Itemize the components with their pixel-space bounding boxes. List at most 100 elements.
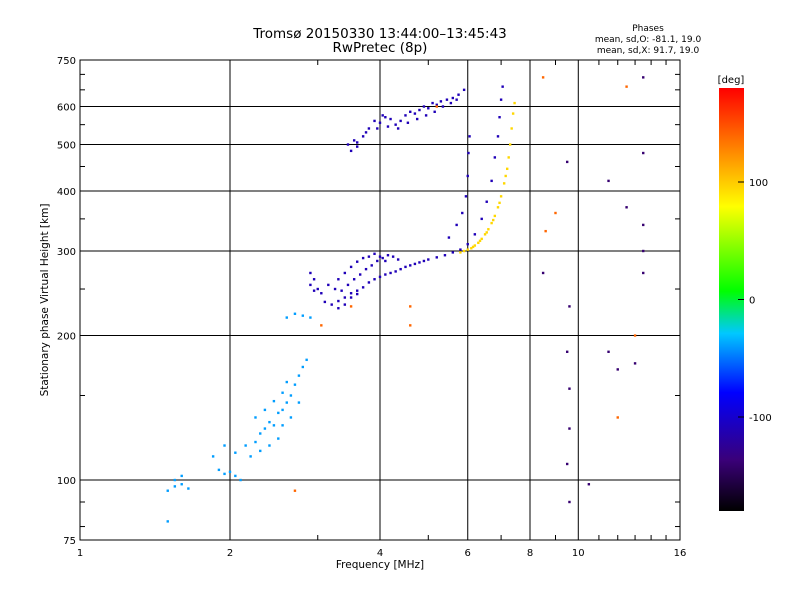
data-point bbox=[358, 273, 362, 276]
plot-frame bbox=[79, 59, 681, 541]
data-point bbox=[249, 455, 252, 458]
data-point bbox=[234, 474, 237, 478]
data-point bbox=[461, 211, 464, 215]
data-point bbox=[330, 303, 333, 306]
data-point bbox=[312, 278, 316, 281]
data-point bbox=[391, 255, 395, 258]
data-point bbox=[346, 143, 350, 146]
data-point bbox=[625, 85, 628, 88]
data-point bbox=[394, 270, 397, 273]
y-tick-label: 100 bbox=[57, 476, 76, 487]
data-point bbox=[478, 239, 482, 243]
data-point bbox=[457, 93, 460, 96]
data-point bbox=[370, 264, 373, 267]
data-point bbox=[293, 489, 297, 492]
data-point bbox=[487, 228, 490, 231]
data-point bbox=[244, 444, 247, 447]
data-point bbox=[565, 350, 569, 353]
data-point bbox=[364, 267, 368, 271]
data-point bbox=[180, 483, 183, 486]
data-point bbox=[272, 399, 276, 403]
data-point bbox=[625, 206, 628, 209]
x-tick-label: 4 bbox=[377, 548, 383, 559]
data-point bbox=[378, 275, 382, 279]
data-point bbox=[352, 139, 356, 142]
data-point bbox=[211, 455, 215, 458]
data-point bbox=[441, 105, 445, 108]
data-point bbox=[373, 252, 376, 256]
chart-title: Tromsø 20150330 13:44:00–13:45:43 bbox=[252, 26, 507, 42]
data-point bbox=[485, 200, 488, 203]
data-point bbox=[378, 121, 382, 124]
data-point bbox=[502, 182, 506, 185]
data-point bbox=[435, 256, 438, 259]
data-point bbox=[466, 248, 469, 251]
data-point bbox=[404, 114, 407, 117]
data-point bbox=[320, 324, 323, 327]
data-point bbox=[355, 292, 359, 296]
data-point bbox=[376, 259, 379, 263]
data-point bbox=[355, 289, 359, 292]
data-point bbox=[259, 449, 262, 453]
data-point bbox=[386, 125, 390, 128]
data-point bbox=[399, 267, 402, 271]
data-point bbox=[501, 85, 504, 88]
data-point bbox=[496, 206, 500, 209]
data-point bbox=[272, 424, 276, 427]
data-point bbox=[413, 112, 417, 115]
data-point bbox=[399, 119, 402, 123]
data-point bbox=[173, 478, 177, 482]
data-point bbox=[327, 283, 330, 287]
data-point bbox=[277, 411, 280, 415]
data-point bbox=[477, 241, 480, 245]
data-point bbox=[483, 233, 487, 236]
data-point bbox=[337, 299, 340, 303]
x-tick-label: 2 bbox=[227, 548, 233, 559]
colorbar-tick-label: 0 bbox=[749, 296, 755, 307]
y-tick-label: 600 bbox=[57, 103, 76, 114]
data-point bbox=[422, 105, 426, 108]
data-point bbox=[349, 296, 353, 299]
data-point bbox=[505, 167, 509, 171]
data-point bbox=[239, 478, 242, 482]
data-point bbox=[285, 401, 288, 404]
data-point bbox=[361, 256, 365, 260]
data-point bbox=[443, 254, 447, 257]
y-tick-label: 400 bbox=[57, 187, 76, 198]
data-point bbox=[435, 105, 438, 108]
data-point bbox=[180, 474, 183, 478]
data-point bbox=[499, 195, 503, 198]
data-point bbox=[305, 358, 308, 362]
data-point bbox=[422, 259, 426, 263]
data-point bbox=[355, 141, 359, 144]
data-point bbox=[435, 103, 438, 106]
data-point bbox=[568, 427, 571, 430]
data-point bbox=[568, 305, 571, 308]
phases-title: Phases bbox=[632, 24, 664, 34]
data-point bbox=[289, 394, 293, 397]
data-point bbox=[263, 427, 267, 430]
data-point bbox=[343, 303, 347, 306]
data-point bbox=[277, 437, 280, 440]
data-point bbox=[373, 119, 376, 123]
data-point bbox=[333, 287, 337, 291]
data-point bbox=[285, 380, 288, 384]
data-point bbox=[281, 391, 284, 394]
data-point bbox=[568, 500, 571, 504]
data-point bbox=[352, 278, 356, 281]
data-point bbox=[268, 444, 271, 447]
data-point bbox=[633, 334, 637, 337]
data-point bbox=[320, 292, 323, 295]
data-point bbox=[451, 251, 455, 254]
x-axis-label: Frequency [MHz] bbox=[336, 559, 424, 571]
data-point bbox=[349, 292, 353, 295]
x-tick-label: 1 bbox=[77, 548, 83, 559]
data-point bbox=[493, 156, 497, 159]
data-point bbox=[367, 281, 371, 284]
data-point bbox=[384, 273, 387, 276]
data-point bbox=[259, 432, 262, 435]
data-point bbox=[424, 114, 428, 117]
data-point bbox=[409, 110, 412, 113]
data-point bbox=[268, 420, 271, 424]
data-point bbox=[309, 271, 312, 275]
